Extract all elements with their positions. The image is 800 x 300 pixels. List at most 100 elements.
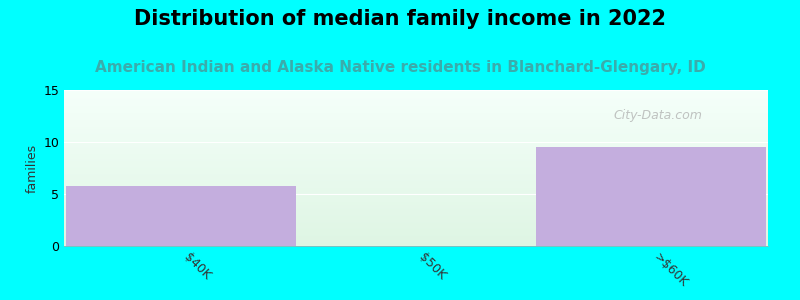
Bar [64, 113, 768, 114]
Bar [64, 210, 768, 211]
Text: Distribution of median family income in 2022: Distribution of median family income in … [134, 9, 666, 29]
Bar [64, 208, 768, 209]
Bar [64, 108, 768, 109]
Bar [64, 171, 768, 172]
Bar [64, 154, 768, 155]
Bar [64, 226, 768, 227]
Bar [64, 103, 768, 104]
Bar [64, 112, 768, 113]
Bar [64, 156, 768, 157]
Bar [64, 121, 768, 122]
Bar [64, 243, 768, 244]
Bar [64, 242, 768, 243]
Bar [64, 198, 768, 199]
Bar [64, 166, 768, 167]
Bar [64, 215, 768, 216]
Bar [64, 140, 768, 141]
Bar [64, 138, 768, 139]
Bar [64, 106, 768, 107]
Bar [64, 205, 768, 206]
Bar [64, 237, 768, 238]
Bar [64, 218, 768, 219]
Bar [64, 95, 768, 96]
Bar [64, 196, 768, 197]
Bar [64, 240, 768, 241]
Bar [64, 114, 768, 115]
Bar [64, 100, 768, 101]
Bar [64, 225, 768, 226]
Bar [66, 186, 296, 246]
Bar [64, 160, 768, 161]
Bar [64, 212, 768, 213]
Bar [64, 239, 768, 240]
Bar [64, 134, 768, 135]
Bar [64, 235, 768, 236]
Bar [64, 116, 768, 117]
Bar [64, 233, 768, 234]
Bar [64, 130, 768, 131]
Bar [64, 147, 768, 148]
Bar [64, 185, 768, 186]
Bar [64, 97, 768, 98]
Bar [64, 214, 768, 215]
Bar [64, 165, 768, 166]
Bar [64, 109, 768, 110]
Bar [64, 222, 768, 223]
Bar [64, 184, 768, 185]
Bar [64, 104, 768, 105]
Bar [64, 238, 768, 239]
Bar [64, 175, 768, 176]
Bar [64, 157, 768, 158]
Bar [64, 98, 768, 99]
Bar [64, 220, 768, 221]
Bar [64, 244, 768, 245]
Bar [64, 194, 768, 195]
Bar [64, 227, 768, 228]
Bar [64, 107, 768, 108]
Bar [64, 123, 768, 124]
Bar [64, 216, 768, 217]
Bar [64, 122, 768, 123]
Bar [64, 221, 768, 222]
Bar [64, 93, 768, 94]
Bar [64, 228, 768, 229]
Bar [64, 223, 768, 224]
Bar [64, 188, 768, 189]
Bar [64, 174, 768, 175]
Bar [64, 211, 768, 212]
Bar [64, 179, 768, 180]
Bar [536, 147, 766, 246]
Bar [64, 144, 768, 145]
Bar [64, 139, 768, 140]
Bar [64, 99, 768, 100]
Bar [64, 131, 768, 132]
Bar [64, 224, 768, 225]
Bar [64, 96, 768, 97]
Bar [64, 197, 768, 198]
Bar [64, 176, 768, 177]
Bar [64, 201, 768, 202]
Bar [64, 190, 768, 191]
Bar [64, 213, 768, 214]
Bar [64, 105, 768, 106]
Bar [64, 232, 768, 233]
Bar [64, 206, 768, 207]
Bar [64, 125, 768, 126]
Bar [64, 170, 768, 171]
Bar [64, 241, 768, 242]
Bar [64, 90, 768, 91]
Bar [64, 191, 768, 192]
Bar [64, 182, 768, 183]
Bar [64, 183, 768, 184]
Bar [64, 150, 768, 151]
Bar [64, 110, 768, 111]
Bar [64, 200, 768, 201]
Bar [64, 136, 768, 137]
Bar [64, 229, 768, 230]
Bar [64, 163, 768, 164]
Bar [64, 172, 768, 173]
Bar [64, 111, 768, 112]
Bar [64, 231, 768, 232]
Bar [64, 102, 768, 103]
Bar [64, 164, 768, 165]
